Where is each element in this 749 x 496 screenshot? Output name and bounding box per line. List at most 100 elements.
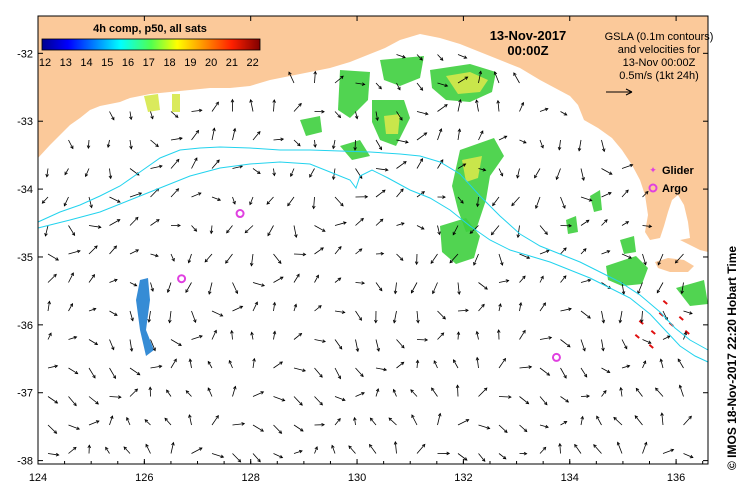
y-tick-label: -36 [17, 320, 33, 332]
velocity-arrow [123, 446, 131, 454]
velocity-arrow [539, 396, 548, 406]
velocity-arrow [191, 192, 202, 198]
velocity-arrow [106, 139, 111, 149]
velocity-arrow [109, 310, 118, 316]
sst-patch [300, 116, 322, 136]
velocity-arrow [144, 419, 151, 426]
velocity-arrow [656, 282, 664, 294]
spencer-gulf [660, 195, 690, 240]
velocity-arrow [273, 396, 286, 402]
velocity-arrow [642, 441, 648, 454]
velocity-arrow [640, 310, 644, 324]
velocity-arrow [293, 303, 298, 312]
velocity-arrow [211, 453, 225, 459]
velocity-arrow [539, 139, 544, 149]
velocity-arrow [437, 128, 443, 141]
velocity-arrow [126, 416, 131, 426]
velocity-arrow [309, 168, 315, 178]
velocity-arrow [150, 253, 159, 258]
velocity-arrow [252, 301, 258, 312]
velocity-arrow [414, 253, 419, 266]
colorbar-tick-label: 16 [122, 57, 134, 69]
sst-patch [440, 218, 480, 264]
colorbar-tick-label: 22 [246, 57, 258, 69]
gsla-note-line-2: and velocities for [618, 44, 701, 56]
land-australia [38, 16, 708, 252]
sst-warm-fragment [658, 312, 664, 317]
velocity-arrow [560, 223, 573, 228]
velocity-arrow [375, 251, 385, 256]
date-line-2: 00:00Z [507, 43, 548, 58]
velocity-arrow [453, 359, 459, 369]
velocity-arrow [211, 159, 220, 169]
velocity-arrow [375, 139, 383, 151]
velocity-arrow [44, 225, 49, 237]
velocity-arrow [375, 388, 380, 397]
velocity-arrow [293, 449, 303, 454]
velocity-arrow [642, 224, 653, 229]
velocity-arrow [416, 111, 429, 116]
velocity-arrow [416, 158, 423, 169]
velocity-arrow [148, 386, 153, 397]
velocity-arrow [498, 395, 512, 399]
velocity-arrow [396, 361, 405, 369]
velocity-arrow [187, 253, 192, 264]
velocity-arrow [519, 139, 527, 144]
velocity-arrow [539, 424, 549, 429]
velocity-arrow [150, 111, 154, 120]
velocity-arrow [207, 360, 213, 369]
velocity-arrow [430, 253, 438, 264]
velocity-arrow [209, 225, 214, 235]
y-tick-label: -32 [17, 48, 33, 60]
velocity-arrow [449, 253, 459, 264]
velocity-arrow [539, 275, 544, 283]
velocity-arrow [314, 396, 323, 406]
velocity-arrow [613, 416, 623, 426]
velocity-arrow [678, 384, 684, 397]
gsla-note-line-1: GSLA (0.1m contours) [605, 31, 714, 43]
velocity-arrow [47, 452, 60, 457]
colorbar-title: 4h comp, p50, all sats [93, 23, 207, 35]
velocity-arrow [601, 168, 613, 175]
velocity-arrow [560, 339, 571, 348]
sst-patch [566, 216, 578, 234]
velocity-arrow [596, 415, 602, 426]
velocity-arrow [191, 108, 203, 113]
velocity-arrow [331, 444, 336, 454]
velocity-arrow [642, 339, 652, 344]
velocity-arrow [437, 225, 441, 236]
velocity-arrow [273, 361, 283, 369]
velocity-arrow [496, 329, 501, 340]
velocity-arrow [226, 225, 233, 234]
x-tick-label: 134 [561, 472, 579, 484]
velocity-arrow [232, 453, 242, 463]
velocity-arrow [580, 339, 586, 352]
velocity-arrow [431, 387, 438, 397]
velocity-arrow [129, 249, 140, 255]
x-tick-label: 128 [242, 472, 260, 484]
velocity-arrow [129, 388, 139, 397]
velocity-arrow [478, 453, 486, 462]
velocity-arrow [516, 225, 521, 239]
velocity-arrow [498, 357, 506, 369]
velocity-arrow [87, 444, 92, 454]
velocity-arrow [580, 248, 587, 255]
velocity-arrow [411, 414, 418, 426]
velocity-arrow [519, 424, 528, 433]
velocity-arrow [680, 282, 684, 295]
velocity-arrow [47, 364, 59, 369]
sst-patch [606, 256, 648, 286]
velocity-arrow [47, 396, 59, 404]
sst-patch [380, 56, 424, 86]
velocity-arrow [677, 358, 684, 369]
velocity-arrow [88, 245, 98, 255]
velocity-arrow [455, 384, 460, 397]
velocity-arrow [272, 330, 277, 340]
velocity-arrow [560, 196, 566, 209]
velocity-arrow [145, 443, 151, 454]
velocity-arrow [334, 221, 347, 226]
gsla-note-line-3: 13-Nov 00:00Z [623, 57, 696, 69]
velocity-arrow [88, 367, 96, 379]
velocity-arrow [375, 218, 384, 226]
velocity-arrow [88, 196, 93, 209]
